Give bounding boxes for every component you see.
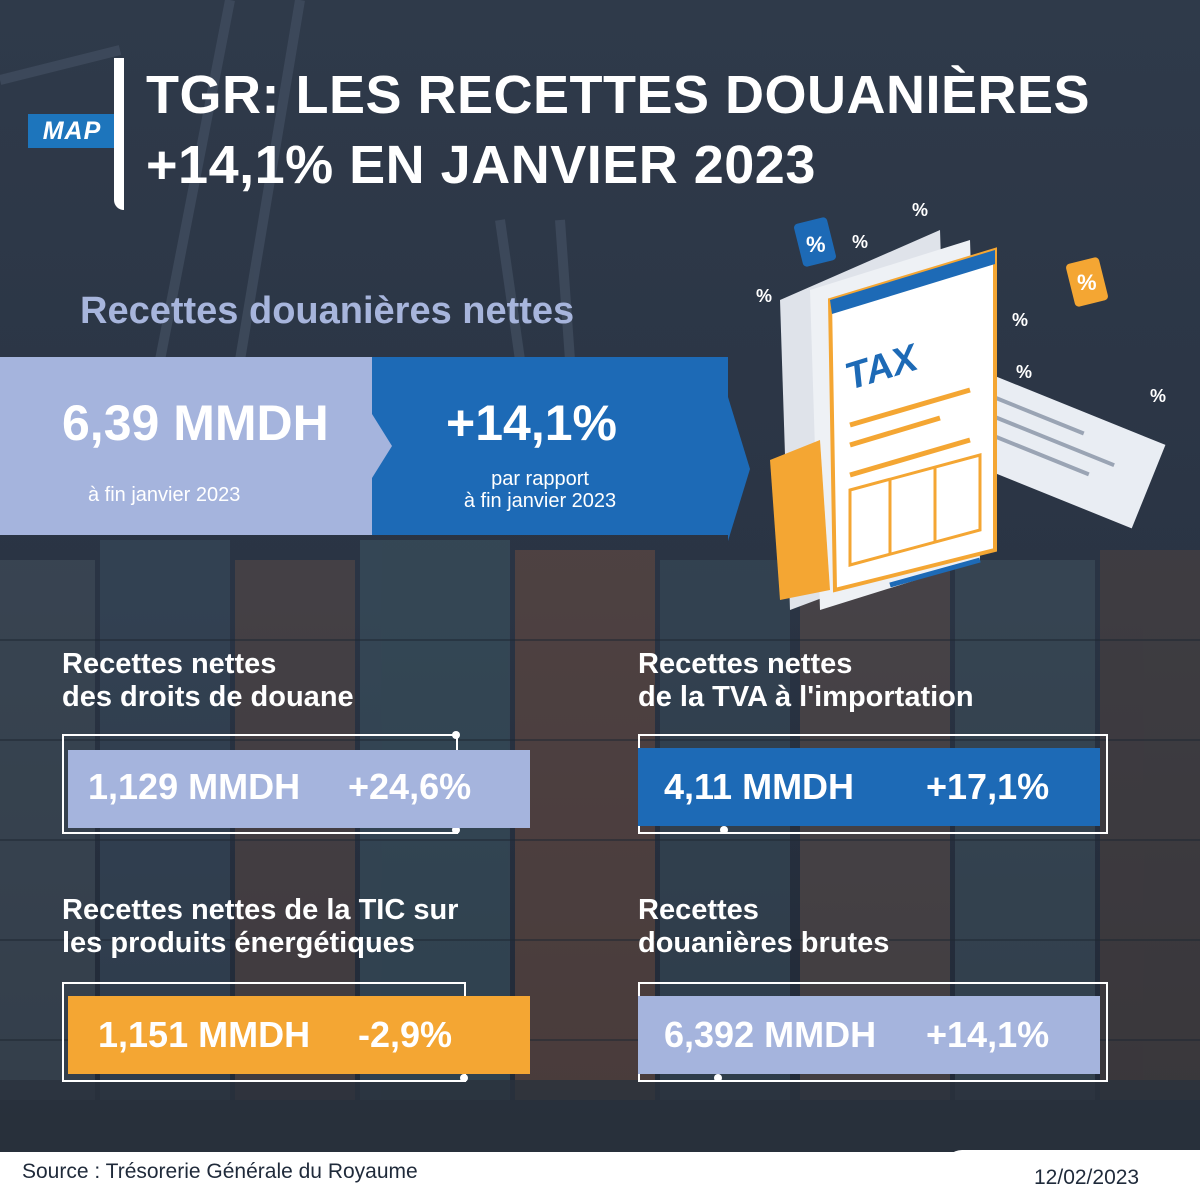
page-title: TGR: LES RECETTES DOUANIÈRES +14,1% EN J…	[146, 60, 1166, 200]
map-logo: MAP	[28, 114, 116, 148]
hero-arrow-notch	[372, 414, 392, 478]
logo-accent-bar	[114, 58, 124, 210]
percent-icon: %	[852, 232, 868, 252]
card-bar-droits-douane	[68, 750, 530, 828]
card-change: -2,9%	[358, 1014, 453, 1055]
card-title-droits-douane: Recettes nettes des droits de douane	[62, 648, 354, 714]
card-title-line1: Recettes nettes	[62, 648, 277, 680]
hero-arrow-tip	[728, 397, 750, 541]
source-credit: Source : Trésorerie Générale du Royaume	[22, 1160, 418, 1183]
card-value: 4,11 MMDH	[664, 766, 855, 807]
card-change: +17,1%	[926, 766, 1050, 807]
card-change: +14,1%	[926, 1014, 1050, 1055]
svg-text:%: %	[1077, 270, 1097, 295]
card-value: 6,392 MMDH	[664, 1014, 877, 1055]
percent-icon: %	[1016, 362, 1032, 382]
card-bar-tic-energetiques	[68, 996, 530, 1074]
page-title-line2: +14,1% EN JANVIER 2023	[146, 135, 816, 195]
hero-change: +14,1%	[446, 395, 617, 451]
card-title-line2: les produits énergétiques	[62, 927, 415, 959]
percent-badge-orange: %	[1066, 257, 1108, 307]
hero-value-caption: à fin janvier 2023	[88, 484, 241, 506]
hero-change-panel	[372, 357, 728, 535]
tax-document-icon: TAX % % % % % % % %	[756, 200, 1166, 610]
card-title-line1: Recettes nettes de la TIC sur	[62, 894, 459, 926]
hero-change-caption: par rapport à fin janvier 2023	[440, 468, 640, 512]
hero-heading: Recettes douanières nettes	[80, 290, 575, 332]
card-bar-douanieres-brutes	[638, 996, 1100, 1074]
percent-badge-blue: %	[794, 217, 836, 267]
card-title-tic-energetiques: Recettes nettes de la TIC sur les produi…	[62, 894, 458, 960]
page-title-line1: TGR: LES RECETTES DOUANIÈRES	[146, 65, 1091, 125]
hero-change-caption-line1: par rapport	[491, 468, 589, 490]
card-value: 1,151 MMDH	[98, 1014, 311, 1055]
hero-value-panel	[0, 357, 372, 535]
card-title-line2: des droits de douane	[62, 681, 354, 713]
card-title-line2: de la TVA à l'importation	[638, 681, 974, 713]
card-title-line2: douanières brutes	[638, 927, 890, 959]
card-value: 1,129 MMDH	[88, 766, 301, 807]
percent-icon: %	[1150, 386, 1166, 406]
card-title-line1: Recettes nettes	[638, 648, 853, 680]
percent-icon: %	[912, 200, 928, 220]
frame-dot	[452, 731, 460, 739]
percent-icon: %	[1012, 310, 1028, 330]
frame-dot	[452, 826, 460, 834]
frame-dot	[714, 1074, 722, 1082]
card-title-douanieres-brutes: Recettes douanières brutes	[638, 894, 889, 960]
frame-dot	[460, 1074, 468, 1082]
hero-value: 6,39 MMDH	[62, 395, 329, 451]
hero-change-caption-line2: à fin janvier 2023	[463, 490, 617, 512]
publication-date: 12/02/2023	[1034, 1166, 1140, 1189]
card-title-tva-importation: Recettes nettes de la TVA à l'importatio…	[638, 648, 974, 714]
card-change: +24,6%	[348, 766, 472, 807]
svg-text:%: %	[806, 232, 826, 257]
card-title-line1: Recettes	[638, 894, 759, 926]
percent-icon: %	[756, 286, 772, 306]
footer-date-tab	[944, 1150, 1200, 1200]
frame-dot	[720, 826, 728, 834]
card-bar-tva-importation	[638, 748, 1100, 826]
